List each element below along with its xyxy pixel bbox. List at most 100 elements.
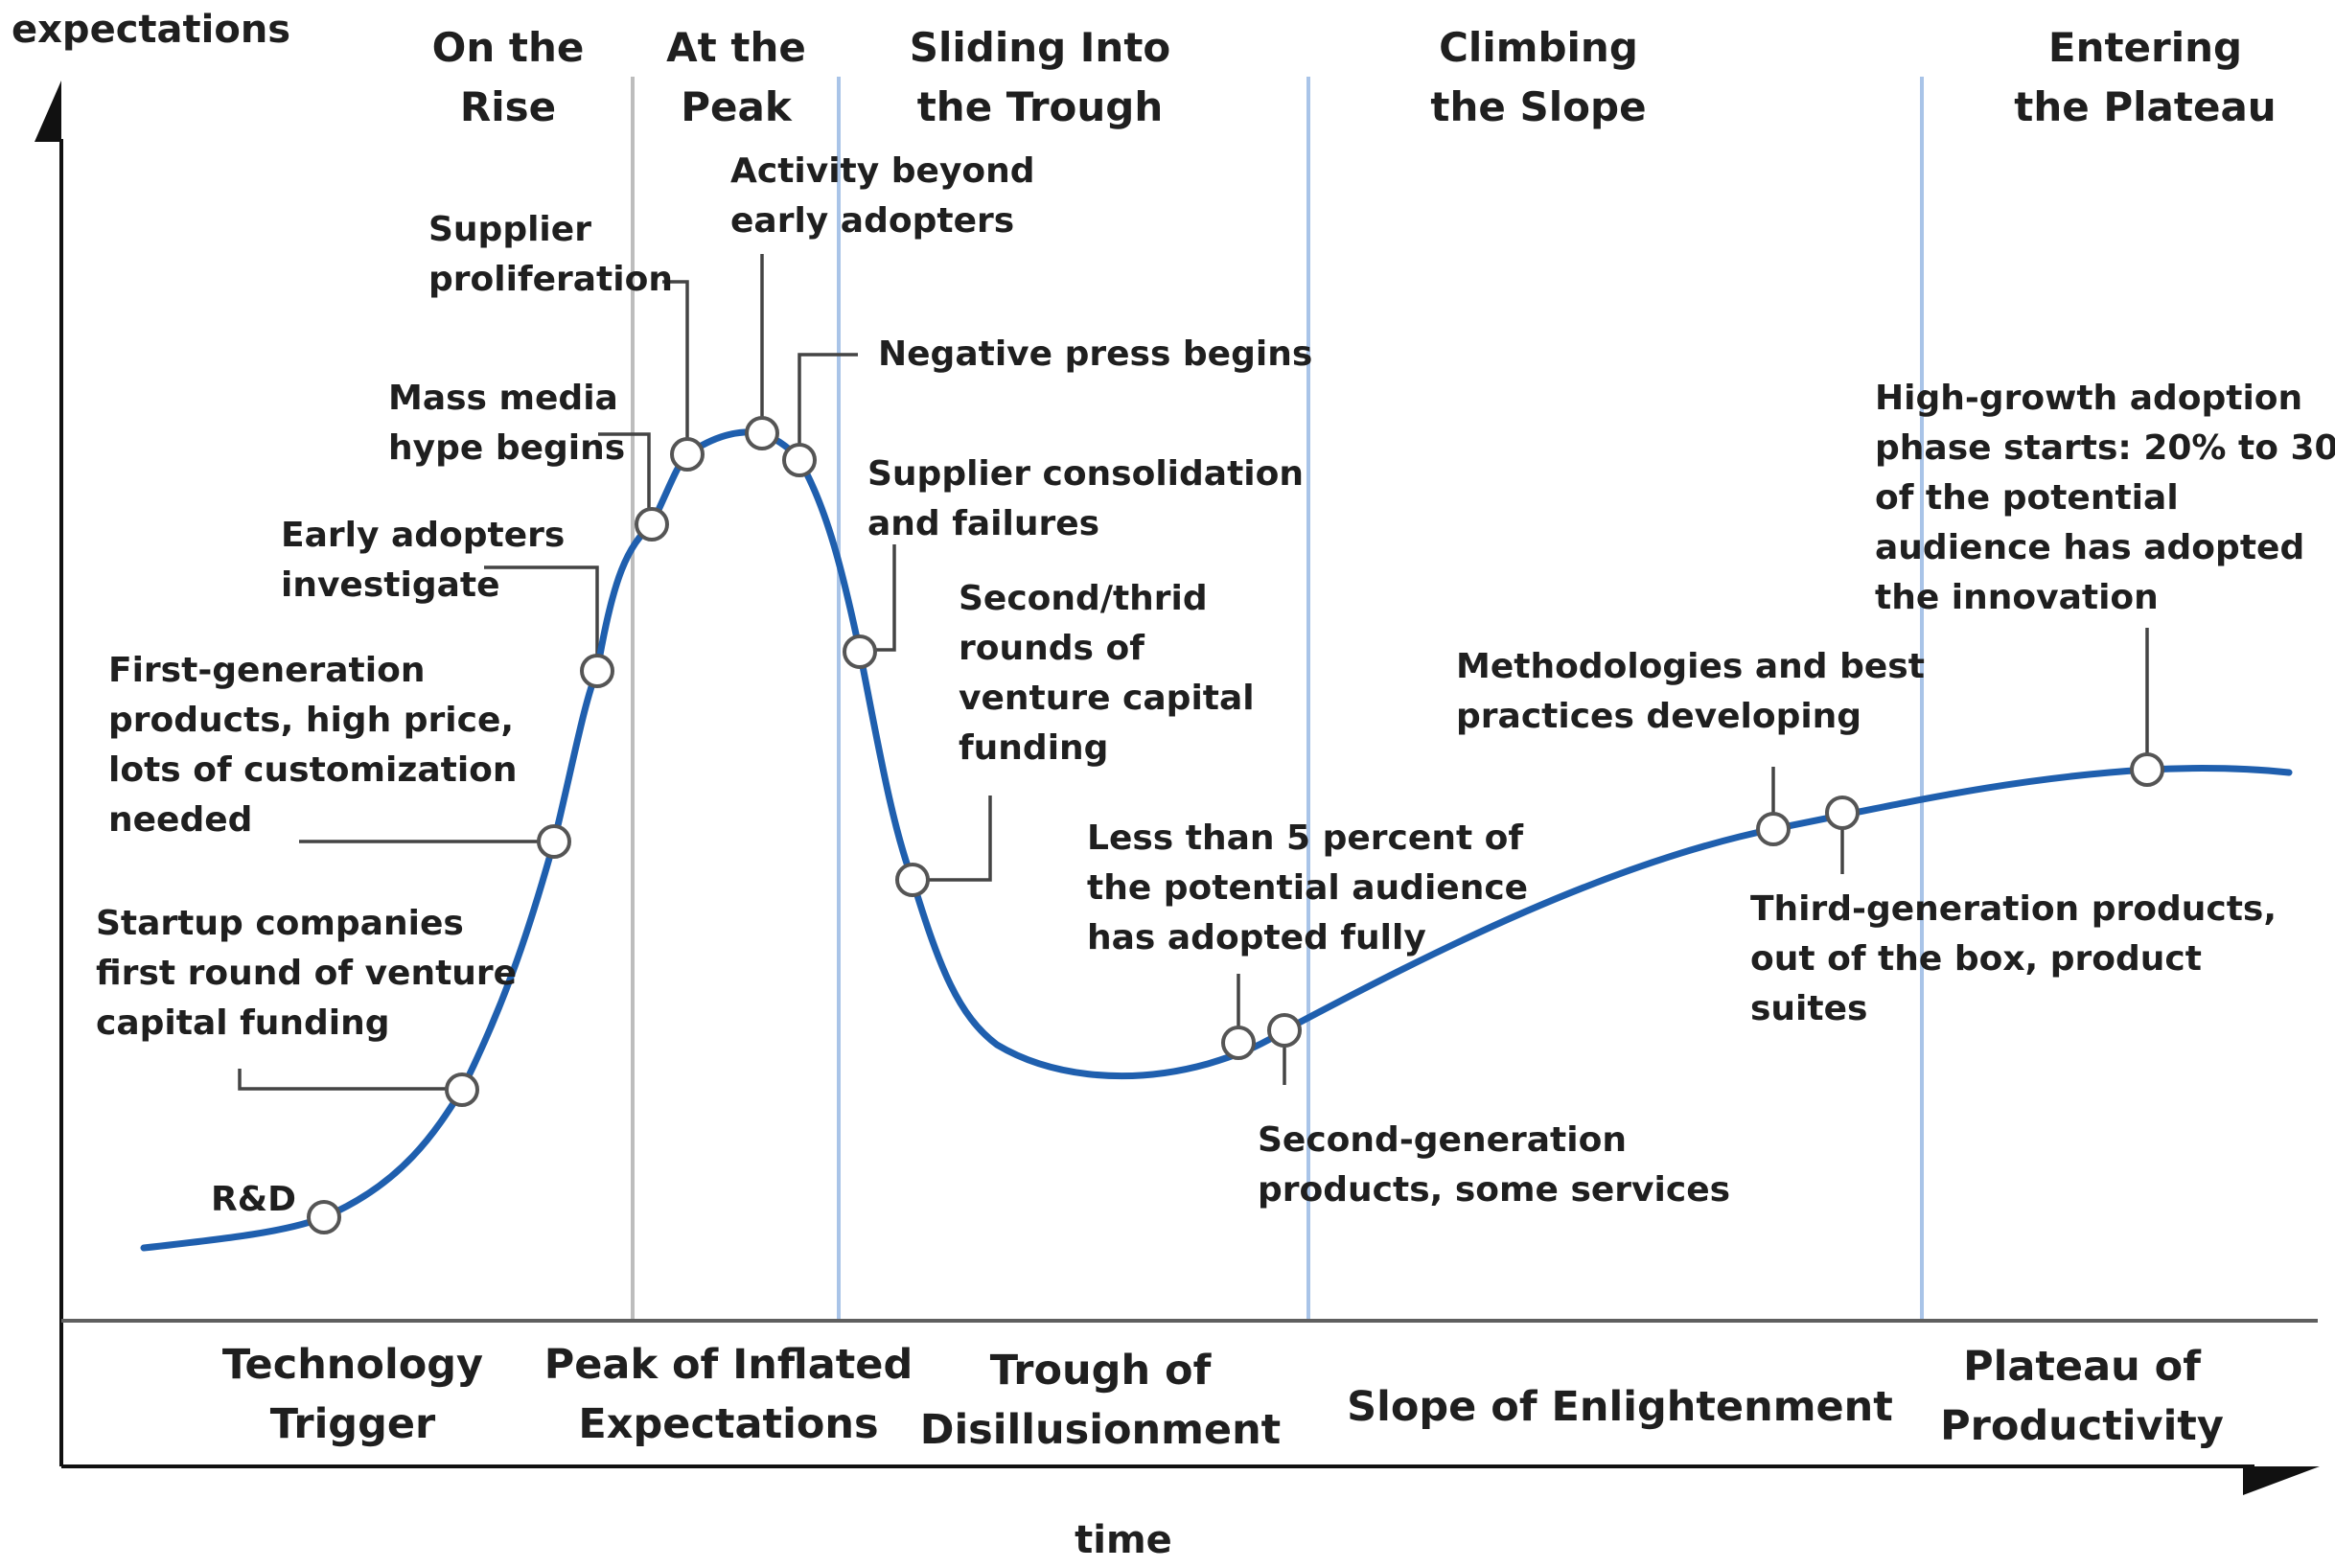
leader-second-third-rounds: [913, 796, 992, 882]
event-second-third-rounds-line-1: Second/thrid: [959, 579, 1208, 618]
event-supplier-proliferation: Supplier proliferation: [428, 210, 673, 299]
event-less-than-5-percent-line-1: Less than 5 percent of: [1087, 819, 1523, 858]
bottom-phase-peak-of-inflated-expectations-line-2: Expectations: [578, 1400, 878, 1448]
bottom-phase-peak-of-inflated-expectations-line-1: Peak of Inflated: [544, 1341, 913, 1389]
phase-dividers: [631, 77, 1924, 1321]
milestone-marker-12: [1267, 1013, 1302, 1048]
event-first-generation-line-2: products, high price,: [108, 701, 514, 740]
top-phase-climbing-slope: Climbing the Slope: [1430, 24, 1646, 130]
bottom-phase-technology-trigger: Technology Trigger: [222, 1341, 483, 1448]
event-second-third-rounds-line-2: rounds of: [959, 629, 1144, 668]
bottom-phase-plateau-of-productivity: Plateau of Productivity: [1940, 1343, 2224, 1450]
y-axis-arrowhead: [35, 81, 61, 142]
top-phase-on-the-rise: On the Rise: [432, 24, 585, 130]
event-supplier-proliferation-line-2: proliferation: [428, 260, 673, 299]
top-phase-on-the-rise-line-1: On the: [432, 24, 585, 71]
y-axis-label: expectations: [12, 8, 290, 52]
milestone-marker-5: [635, 507, 669, 542]
milestone-marker-8: [782, 443, 817, 477]
event-startup-funding: Startup companies first round of venture c…: [96, 904, 517, 1043]
hype-curve: [140, 428, 2293, 1252]
event-second-generation-line-2: products, some services: [1258, 1170, 1730, 1210]
event-methodologies-line-2: practices developing: [1456, 697, 1861, 736]
event-supplier-proliferation-line-1: Supplier: [428, 210, 591, 249]
event-startup-funding-line-1: Startup companies: [96, 904, 464, 943]
top-phase-at-the-peak-line-2: Peak: [681, 83, 793, 130]
event-negative-press-line-1: Negative press begins: [878, 334, 1312, 374]
event-negative-press: Negative press begins: [878, 334, 1312, 374]
top-phase-climbing-slope-line-1: Climbing: [1439, 24, 1638, 71]
event-activity-beyond-line-1: Activity beyond: [730, 151, 1035, 191]
milestone-marker-13: [1756, 812, 1791, 846]
event-early-adopters: Early adopters investigate: [281, 516, 565, 605]
event-second-third-rounds-line-4: funding: [959, 728, 1108, 768]
leader-startup: [238, 1069, 462, 1091]
milestone-marker-7: [745, 416, 779, 450]
bottom-phase-trough-of-disillusionment-line-1: Trough of: [990, 1347, 1213, 1395]
top-phase-climbing-slope-line-2: the Slope: [1430, 83, 1646, 130]
event-rnd: R&D: [211, 1180, 296, 1219]
event-less-than-5-percent-line-3: has adopted fully: [1087, 918, 1426, 957]
milestone-marker-4: [580, 654, 614, 688]
event-supplier-consolidation: Supplier consolidation and failures: [867, 454, 1304, 543]
event-methodologies-line-1: Methodologies and best: [1456, 647, 1925, 686]
event-less-than-5-percent: Less than 5 percent of the potential audi…: [1087, 819, 1528, 957]
event-mass-media-hype-line-1: Mass media: [388, 379, 618, 418]
bottom-phase-slope-of-enlightenment-line-1: Slope of Enlightenment: [1347, 1383, 1893, 1431]
event-third-generation-line-3: suites: [1750, 989, 1867, 1028]
top-phase-entering-plateau: Entering the Plateau: [2014, 24, 2276, 130]
event-early-adopters-line-1: Early adopters: [281, 516, 565, 555]
bottom-phase-peak-of-inflated-expectations: Peak of Inflated Expectations: [544, 1341, 913, 1448]
event-rnd-line-1: R&D: [211, 1180, 296, 1219]
milestone-marker-10: [895, 863, 930, 897]
bottom-phase-trough-of-disillusionment: Trough of Disillusionment: [920, 1347, 1281, 1454]
event-second-generation-line-1: Second-generation: [1258, 1120, 1627, 1160]
top-phase-on-the-rise-line-2: Rise: [460, 83, 556, 130]
milestone-marker-15: [2130, 752, 2164, 787]
event-early-adopters-line-2: investigate: [281, 565, 500, 605]
top-phase-at-the-peak: At the Peak: [666, 24, 806, 130]
milestone-marker-3: [537, 824, 571, 859]
top-phase-entering-plateau-line-1: Entering: [2048, 24, 2242, 71]
event-supplier-consolidation-line-1: Supplier consolidation: [867, 454, 1304, 494]
event-third-generation-line-2: out of the box, product: [1750, 939, 2202, 979]
leader-supplier-consolidation: [860, 544, 896, 652]
bottom-phase-plateau-of-productivity-line-2: Productivity: [1940, 1402, 2224, 1450]
event-mass-media-hype: Mass media hype begins: [388, 379, 625, 468]
event-second-third-rounds: Second/thrid rounds of venture capital fund…: [959, 579, 1255, 768]
event-methodologies: Methodologies and best practices developi…: [1456, 647, 1925, 736]
hype-curve-line: [140, 428, 2293, 1252]
leader-early-adopters: [484, 565, 599, 671]
top-phase-sliding-into-trough-line-2: the Trough: [917, 83, 1164, 130]
event-high-growth-adoption: High-growth adoption phase starts: 20% to…: [1875, 379, 2335, 617]
event-high-growth-adoption-line-4: audience has adopted: [1875, 528, 2304, 567]
top-phase-sliding-into-trough: Sliding Into the Trough: [910, 24, 1171, 130]
milestone-marker-14: [1825, 796, 1860, 830]
leader-supplier-proliferation: [662, 280, 689, 454]
event-first-generation-line-1: First-generation: [108, 651, 425, 690]
event-high-growth-adoption-line-5: the innovation: [1875, 578, 2159, 617]
milestone-marker-9: [843, 634, 877, 669]
leader-mass-media: [598, 432, 651, 524]
event-mass-media-hype-line-2: hype begins: [388, 428, 625, 468]
x-axis-arrowhead: [2243, 1466, 2320, 1495]
axes: [35, 81, 2320, 1495]
event-first-generation: First-generation products, high price, lot…: [108, 651, 518, 840]
leader-negative-press: [798, 353, 858, 460]
event-third-generation-line-1: Third-generation products,: [1750, 889, 2277, 929]
milestone-markers: [307, 416, 2164, 1234]
event-activity-beyond-line-2: early adopters: [730, 201, 1014, 241]
labels: expectations time On the Rise At the Peak Slid…: [12, 8, 2335, 1562]
event-less-than-5-percent-line-2: the potential audience: [1087, 868, 1528, 908]
event-second-generation: Second-generation products, some services: [1258, 1120, 1730, 1210]
event-third-generation: Third-generation products, out of the box…: [1750, 889, 2277, 1028]
x-axis-label: time: [1075, 1518, 1172, 1562]
milestone-marker-11: [1221, 1026, 1256, 1060]
event-high-growth-adoption-line-2: phase starts: 20% to 30%: [1875, 428, 2335, 468]
top-phase-sliding-into-trough-line-1: Sliding Into: [910, 24, 1171, 71]
bottom-phase-plateau-of-productivity-line-1: Plateau of: [1963, 1343, 2202, 1391]
top-phase-entering-plateau-line-2: the Plateau: [2014, 83, 2276, 130]
event-first-generation-line-4: needed: [108, 800, 252, 840]
